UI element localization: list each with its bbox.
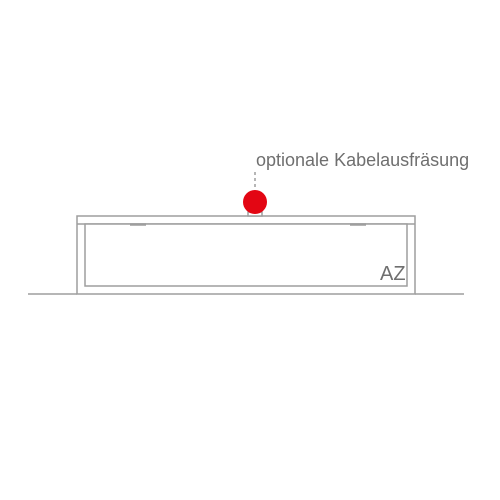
- cable-marker-icon: [243, 190, 267, 214]
- annotation-text: optionale Kabelausfräsung: [256, 150, 469, 171]
- product-diagram: [0, 0, 500, 500]
- cabinet-front: [85, 224, 407, 286]
- cabinet-label: AZ: [380, 263, 406, 286]
